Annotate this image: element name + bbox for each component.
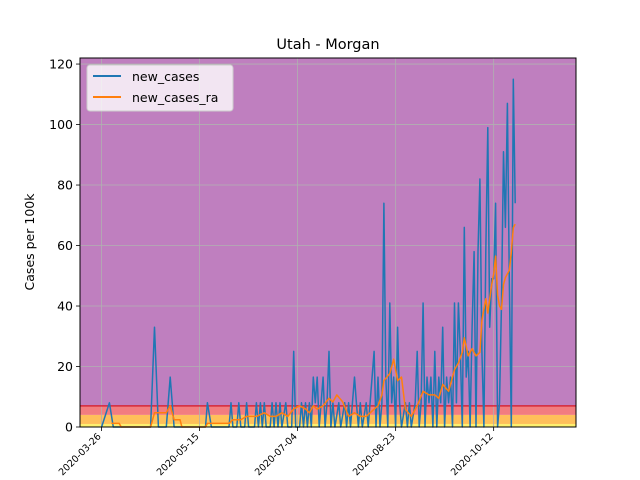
series-line-new-cases-ra: [111, 223, 516, 428]
x-tick-label-4: 2020-10-12: [449, 431, 496, 478]
y-tick-label-4: 80: [57, 178, 73, 193]
y-tick-label-1: 20: [57, 359, 73, 374]
y-tick-label-0: 0: [65, 420, 73, 435]
legend: new_cases new_cases_ra: [86, 64, 234, 112]
y-tick-label-6: 120: [49, 57, 73, 72]
y-tick-label-5: 100: [49, 117, 73, 132]
y-axis-label: Cases per 100k: [22, 193, 37, 291]
x-tick-label-0: 2020-03-26: [57, 431, 104, 478]
grid-lines: [80, 58, 576, 428]
x-tick-label-2: 2020-07-04: [253, 431, 300, 478]
legend-label-new-cases: new_cases: [132, 69, 199, 84]
x-axis: 2020-03-26 2020-05-15 2020-07-04 2020-08-23…: [57, 427, 496, 478]
legend-box: [86, 64, 234, 112]
x-tick-label-3: 2020-08-23: [351, 431, 398, 478]
y-tick-label-2: 40: [57, 299, 73, 314]
legend-label-new-cases-ra: new_cases_ra: [132, 90, 218, 105]
chart-title: Utah - Morgan: [276, 37, 379, 53]
plot-frame: [79, 57, 577, 428]
background-band-1: [80, 414, 576, 424]
y-tick-label-3: 60: [57, 238, 73, 253]
background-band-0: [80, 423, 576, 427]
x-tick-label-1: 2020-05-15: [155, 431, 202, 478]
y-axis: 0 20 40 60 80 100 120: [49, 57, 80, 435]
background-band-2: [80, 405, 576, 415]
